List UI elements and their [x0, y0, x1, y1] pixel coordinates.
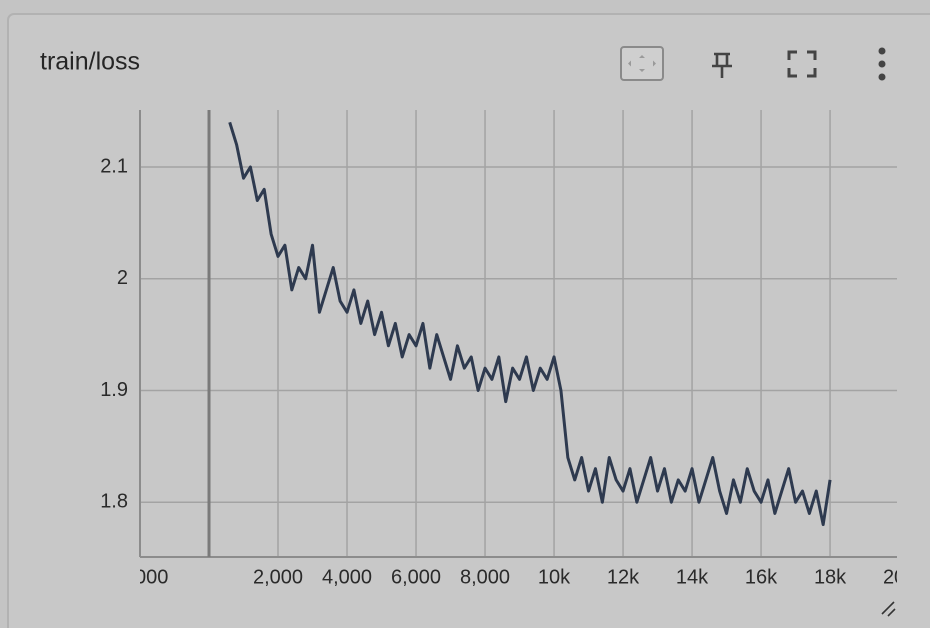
- card: [7, 13, 930, 628]
- y-tick-label: 2.1: [100, 155, 128, 177]
- x-tick-label: 16k: [745, 566, 778, 588]
- x-tick-label: -2,000: [112, 566, 169, 588]
- y-tick-labels: 1.8 1.9 2 2.1: [100, 155, 128, 512]
- x-tick-label: 4,000: [322, 566, 372, 588]
- loss-line: [228, 121, 832, 527]
- x-tick-label: 8,000: [460, 566, 510, 588]
- x-tick-label: 10k: [538, 566, 571, 588]
- x-tick-label: 18k: [814, 566, 847, 588]
- y-tick-label: 1.8: [100, 491, 128, 513]
- pin-button[interactable]: [712, 52, 732, 78]
- resize-handle[interactable]: [881, 601, 896, 617]
- more-menu-button[interactable]: [878, 47, 886, 81]
- grid: [140, 110, 897, 557]
- fit-domain-button[interactable]: [620, 46, 664, 81]
- x-tick-label: 20k: [883, 566, 916, 588]
- chart-title: train/loss: [40, 48, 140, 76]
- y-tick-label: 2: [117, 267, 128, 289]
- fullscreen-button[interactable]: [787, 50, 817, 78]
- x-tick-label: 14k: [676, 566, 709, 588]
- x-tick-label: 6,000: [391, 566, 441, 588]
- x-tick-label: 2,000: [253, 566, 303, 588]
- y-tick-label: 1.9: [100, 379, 128, 401]
- x-tick-labels: -2,000 2,000 4,000 6,000 8,000 10k 12k 14k 16k 18…: [112, 566, 916, 588]
- plot-area: [228, 121, 832, 527]
- x-tick-label: 12k: [607, 566, 640, 588]
